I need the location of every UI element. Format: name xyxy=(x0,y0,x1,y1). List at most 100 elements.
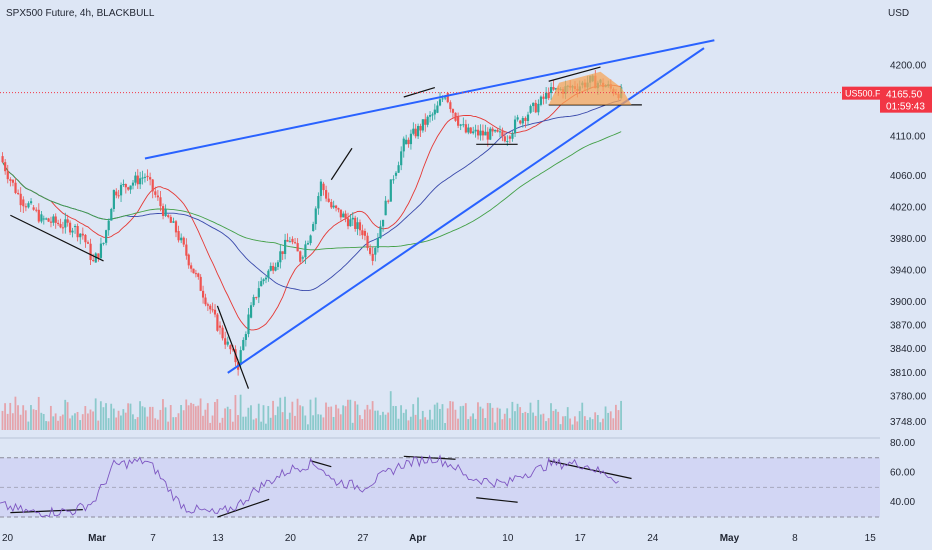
candle-body xyxy=(389,179,392,202)
price-tick-label: 3940.00 xyxy=(890,265,927,276)
candle-body xyxy=(284,239,287,254)
candle-body xyxy=(419,125,422,131)
candle-body xyxy=(264,277,268,280)
volume-bar xyxy=(156,419,159,430)
rsi-line-path xyxy=(0,454,619,518)
candle-body xyxy=(462,124,465,126)
candle-body xyxy=(491,128,494,132)
candle-body xyxy=(68,222,72,233)
candle-body xyxy=(537,103,540,113)
candle-body xyxy=(71,230,74,233)
volume-bar xyxy=(342,405,345,430)
volume-bar xyxy=(542,413,545,430)
volume-bar xyxy=(620,400,622,430)
price-tick-label: 3900.00 xyxy=(890,297,927,308)
time-tick-label: 7 xyxy=(150,533,156,544)
candle-body xyxy=(511,133,514,139)
volume-bar xyxy=(45,421,47,430)
ma-green-line xyxy=(2,131,622,251)
volume-bar xyxy=(503,413,506,430)
volume-bar xyxy=(349,399,352,430)
volume-bar xyxy=(407,420,410,430)
volume-bar xyxy=(414,414,417,430)
candle-body xyxy=(204,297,207,305)
volume-bar xyxy=(252,419,255,430)
candle-body xyxy=(334,205,338,209)
rsi-tick-label: 60.00 xyxy=(890,468,915,479)
candle-body xyxy=(496,129,499,132)
candle-body xyxy=(231,349,235,351)
candle-body xyxy=(86,242,90,244)
rsi-annotation-line xyxy=(310,460,332,468)
volume-bar xyxy=(322,417,325,430)
volume-bar xyxy=(167,421,170,430)
candle-body xyxy=(293,242,297,244)
volume-bars xyxy=(1,391,622,430)
candle-body xyxy=(37,209,40,222)
volume-bar xyxy=(508,418,511,430)
time-tick-label: 20 xyxy=(2,533,14,544)
candle-body xyxy=(27,203,30,208)
candle-body xyxy=(330,201,333,208)
candle-body xyxy=(469,127,472,134)
candle-body xyxy=(76,226,79,238)
volume-bar xyxy=(477,402,479,430)
price-axis-ticks: 4200.004160.004110.004060.004020.003980.… xyxy=(890,60,927,427)
volume-bar xyxy=(431,419,434,430)
candle-body xyxy=(1,156,4,163)
candle-body xyxy=(374,247,377,255)
volume-bar xyxy=(190,402,192,430)
volume-bar xyxy=(596,415,599,430)
volume-bar xyxy=(514,411,516,430)
candle-body xyxy=(19,193,22,206)
volume-bar xyxy=(49,405,52,430)
candle-body xyxy=(115,191,118,196)
candle-body xyxy=(73,226,77,228)
candle-body xyxy=(249,305,253,318)
candle-body xyxy=(194,273,198,275)
volume-bar xyxy=(274,415,277,430)
candle-body xyxy=(339,209,342,218)
volume-bar xyxy=(177,413,180,430)
candle-body xyxy=(213,309,217,315)
candle-body xyxy=(481,130,485,136)
volume-bar xyxy=(19,414,22,430)
volume-bar xyxy=(257,403,260,430)
candle-body xyxy=(299,251,302,262)
candle-body xyxy=(211,309,214,311)
candle-body xyxy=(272,265,275,271)
volume-bar xyxy=(180,405,182,430)
volume-bar xyxy=(175,417,177,430)
candle-body xyxy=(177,231,180,241)
volume-bar xyxy=(469,416,472,430)
candle-body xyxy=(97,253,100,258)
volume-bar xyxy=(269,417,272,430)
candle-body xyxy=(547,92,550,99)
candle-body xyxy=(281,251,284,254)
volume-bar xyxy=(164,407,167,430)
annotation-line xyxy=(403,86,435,98)
candle-body xyxy=(169,216,172,223)
volume-bar xyxy=(134,419,137,430)
candle-body xyxy=(269,265,272,271)
volume-bar xyxy=(131,414,134,430)
volume-bar xyxy=(224,408,226,430)
price-tick-label: 4020.00 xyxy=(890,202,927,213)
candle-body xyxy=(187,254,190,266)
volume-bar xyxy=(247,407,250,430)
volume-bar xyxy=(221,417,224,430)
volume-bar xyxy=(545,421,547,430)
rsi-tick-label: 40.00 xyxy=(890,497,915,508)
candle-body xyxy=(252,297,255,306)
candle-body xyxy=(197,273,200,277)
volume-bar xyxy=(317,414,320,430)
chart-area[interactable] xyxy=(0,0,880,520)
candle-body xyxy=(4,162,7,172)
volume-bar xyxy=(102,407,105,430)
volume-bar xyxy=(612,418,615,430)
price-tag[interactable]: US500.F 4165.50 01:59:43 xyxy=(842,86,932,113)
volume-bar xyxy=(366,404,369,430)
volume-bar xyxy=(609,411,612,430)
